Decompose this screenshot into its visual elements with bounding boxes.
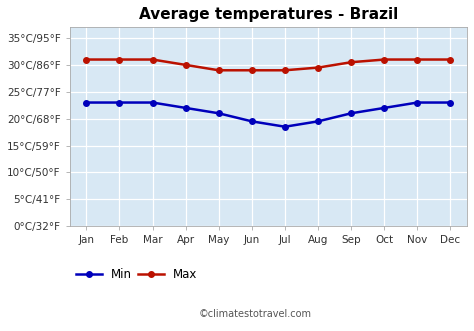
Min: [83, 101, 89, 105]
Max: [249, 68, 255, 72]
Max: [183, 63, 189, 67]
Text: ©climatestotravel.com: ©climatestotravel.com: [199, 309, 312, 319]
Max: [415, 58, 420, 62]
Min: [382, 106, 387, 110]
Min: [315, 119, 321, 123]
Line: Max: Max: [83, 57, 453, 73]
Min: [249, 119, 255, 123]
Max: [83, 58, 89, 62]
Title: Average temperatures - Brazil: Average temperatures - Brazil: [139, 7, 398, 22]
Min: [183, 106, 189, 110]
Max: [282, 68, 288, 72]
Min: [150, 101, 155, 105]
Max: [150, 58, 155, 62]
Max: [117, 58, 122, 62]
Min: [348, 111, 354, 115]
Min: [117, 101, 122, 105]
Min: [415, 101, 420, 105]
Max: [382, 58, 387, 62]
Max: [348, 60, 354, 64]
Max: [315, 66, 321, 70]
Legend: Min, Max: Min, Max: [76, 268, 198, 281]
Min: [447, 101, 453, 105]
Min: [282, 125, 288, 129]
Max: [447, 58, 453, 62]
Min: [216, 111, 221, 115]
Max: [216, 68, 221, 72]
Line: Min: Min: [83, 100, 453, 129]
